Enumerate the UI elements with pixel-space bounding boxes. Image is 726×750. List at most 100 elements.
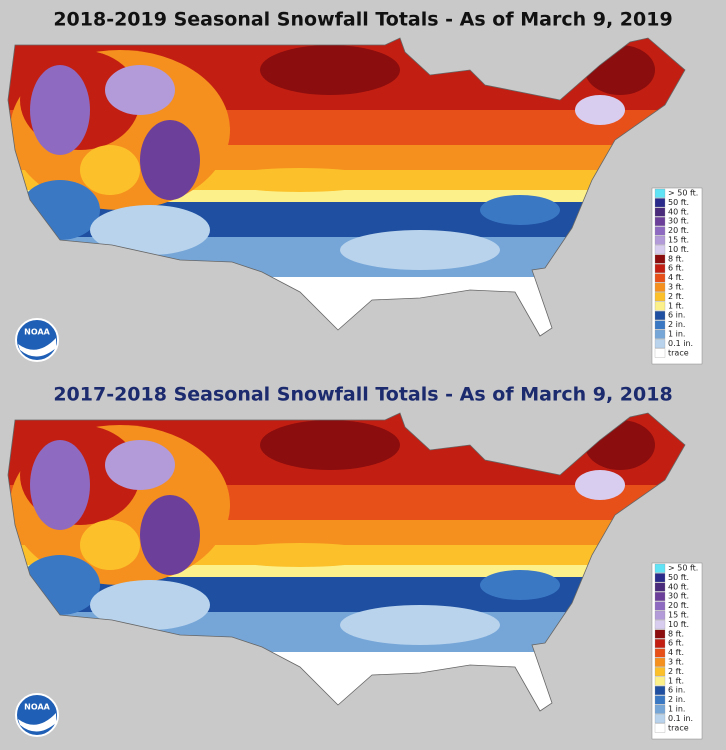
legend: > 50 ft.50 ft.40 ft.30 ft.20 ft.15 ft.10…	[651, 187, 703, 365]
legend-label: 8 ft.	[668, 629, 684, 638]
legend-swatch	[654, 235, 666, 245]
legend-label: trace	[668, 348, 689, 357]
legend-swatch	[654, 273, 666, 283]
legend-label: 1 in.	[668, 705, 685, 714]
legend-swatch	[654, 301, 666, 311]
legend-label: 3 ft.	[668, 658, 684, 667]
legend: > 50 ft.50 ft.40 ft.30 ft.20 ft.15 ft.10…	[651, 562, 703, 740]
us-outline	[7, 412, 686, 712]
legend-swatch	[654, 311, 666, 320]
legend-swatch	[654, 282, 666, 292]
legend-label: 2 ft.	[668, 292, 684, 301]
legend-label: 2 in.	[668, 695, 685, 704]
snow-region	[80, 145, 140, 195]
snow-region	[140, 495, 200, 575]
us-map	[8, 413, 685, 711]
legend-swatch	[654, 629, 666, 639]
legend-label: 50 ft.	[668, 573, 689, 582]
legend-label: 30 ft.	[668, 592, 689, 601]
snow-region	[30, 440, 90, 530]
legend-swatch	[654, 207, 666, 217]
legend-swatch	[654, 245, 666, 255]
legend-swatch	[654, 667, 666, 677]
legend-label: 4 ft.	[668, 273, 684, 282]
legend-swatch	[654, 264, 666, 273]
legend-swatch	[654, 676, 666, 686]
snow-region	[575, 470, 625, 500]
map-title: 2018-2019 Seasonal Snowfall Totals - As …	[53, 9, 672, 31]
legend-swatch	[654, 723, 666, 733]
snow-region	[80, 520, 140, 570]
logo-wave	[18, 338, 56, 357]
legend-swatch	[654, 573, 666, 583]
legend-swatch	[654, 592, 666, 601]
legend-swatch	[654, 610, 666, 620]
snow-region	[140, 120, 200, 200]
legend-label: > 50 ft.	[668, 564, 698, 573]
legend-label: 50 ft.	[668, 198, 689, 207]
legend-label: 2 ft.	[668, 667, 684, 676]
snow-region	[220, 168, 380, 192]
legend-label: 1 in.	[668, 330, 685, 339]
legend-label: 20 ft.	[668, 601, 689, 610]
legend-label: 15 ft.	[668, 236, 689, 245]
snow-region	[90, 580, 210, 630]
legend-swatch	[654, 714, 666, 724]
legend-swatch	[654, 582, 666, 592]
legend-label: 40 ft.	[668, 207, 689, 216]
legend-swatch	[654, 563, 666, 573]
snow-region	[480, 570, 560, 600]
snow-region	[90, 205, 210, 255]
legend-swatch	[654, 704, 666, 714]
snow-region	[105, 65, 175, 115]
legend-label: 30 ft.	[668, 217, 689, 226]
legend-swatch	[654, 657, 666, 667]
legend-label: 4 ft.	[668, 648, 684, 657]
legend-swatch	[654, 254, 666, 264]
legend-swatch	[654, 695, 666, 705]
us-outline	[7, 37, 686, 337]
legend-label: > 50 ft.	[668, 189, 698, 198]
logo-wave	[18, 713, 56, 732]
legend-swatch	[654, 348, 666, 358]
legend-swatch	[654, 339, 666, 349]
legend-swatch	[654, 198, 666, 208]
map-title: 2017-2018 Seasonal Snowfall Totals - As …	[53, 384, 672, 406]
snow-region	[340, 605, 500, 645]
legend-label: 0.1 in.	[668, 714, 693, 723]
legend-label: 10 ft.	[668, 620, 689, 629]
legend-swatch	[654, 188, 666, 198]
legend-swatch	[654, 620, 666, 630]
snow-region	[105, 440, 175, 490]
legend-label: 6 ft.	[668, 264, 684, 273]
legend-label: 0.1 in.	[668, 339, 693, 348]
legend-label: 1 ft.	[668, 301, 684, 310]
snow-region	[340, 230, 500, 270]
legend-label: 1 ft.	[668, 676, 684, 685]
legend-swatch	[654, 329, 666, 339]
logo-text: NOAA	[24, 328, 50, 337]
legend-label: 6 ft.	[668, 639, 684, 648]
map-panel: 2017-2018 Seasonal Snowfall Totals - As …	[7, 384, 703, 740]
legend-swatch	[654, 639, 666, 648]
legend-label: 15 ft.	[668, 611, 689, 620]
legend-label: 8 ft.	[668, 254, 684, 263]
snow-region	[30, 65, 90, 155]
legend-label: 6 in.	[668, 311, 685, 320]
snow-region	[575, 95, 625, 125]
legend-label: 3 ft.	[668, 283, 684, 292]
legend-swatch	[654, 686, 666, 695]
legend-label: 6 in.	[668, 686, 685, 695]
legend-label: 20 ft.	[668, 226, 689, 235]
snow-region	[220, 543, 380, 567]
legend-swatch	[654, 226, 666, 236]
legend-label: trace	[668, 723, 689, 732]
snow-region	[260, 420, 400, 470]
snow-region	[480, 195, 560, 225]
legend-swatch	[654, 601, 666, 611]
legend-label: 40 ft.	[668, 582, 689, 591]
legend-swatch	[654, 292, 666, 302]
legend-swatch	[654, 320, 666, 330]
legend-label: 2 in.	[668, 320, 685, 329]
